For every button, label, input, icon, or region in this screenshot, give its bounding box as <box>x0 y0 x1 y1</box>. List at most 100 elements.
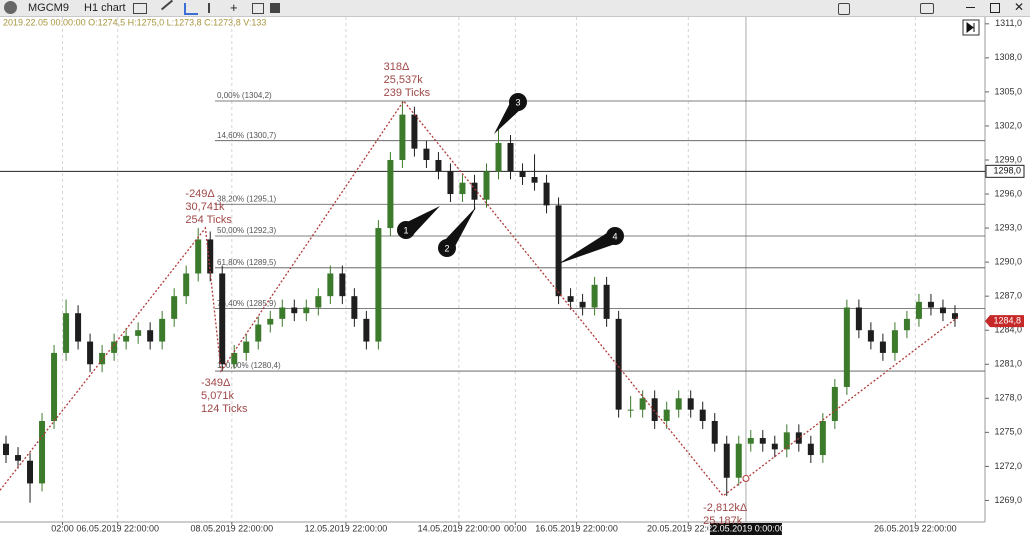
candle-body <box>891 330 898 353</box>
candle-body <box>63 313 70 353</box>
candle-body <box>663 409 670 421</box>
y-tick-label: 1308,0 <box>994 52 1022 62</box>
last-price-box <box>985 315 1024 328</box>
candle-body <box>231 352 238 365</box>
symbol[interactable]: MGCM9 <box>28 2 69 14</box>
x-tick-label: 06.05.2019 22:00:00 <box>76 523 159 533</box>
callout <box>438 239 456 257</box>
candle-body <box>651 398 658 421</box>
candle-body <box>111 341 118 353</box>
zigzag-label: 124 Ticks <box>201 403 248 415</box>
candle-body <box>27 460 34 484</box>
candle-body <box>195 239 202 274</box>
maximize-button[interactable] <box>990 3 1000 13</box>
chart: 2019.22.05 00:00:00 O:1274,5 H:1275,0 L:… <box>0 17 1025 535</box>
zigzag-label: -349Δ <box>201 377 231 389</box>
candle-body <box>327 273 334 297</box>
x-tick-label: 16.05.2019 22:00:00 <box>535 523 618 533</box>
zigzag-label: 25,187k <box>703 515 743 527</box>
candle-body <box>591 284 598 308</box>
candle-body <box>423 148 430 160</box>
candle-body <box>627 409 634 411</box>
y-tick-label: 1293,0 <box>994 222 1022 232</box>
candle-body <box>879 341 886 353</box>
candle-body <box>207 239 214 274</box>
fib-label: 14,60% (1300,7) <box>217 131 276 140</box>
candle-body <box>99 352 106 365</box>
minimize-button[interactable] <box>966 7 975 8</box>
candle-body <box>279 307 286 319</box>
zigzag-line <box>0 99 959 497</box>
callout <box>509 93 527 111</box>
candle-body <box>147 330 154 342</box>
candle-body <box>843 307 850 387</box>
candle-body <box>951 313 958 319</box>
draw-button[interactable] <box>160 0 174 11</box>
x-tick-label: 20.05.2019 22:00:00 <box>647 523 730 533</box>
candle-body <box>939 307 946 314</box>
x-tick-label: 02:00 <box>51 523 74 533</box>
close-button[interactable]: ✕ <box>1014 0 1025 14</box>
candle-body <box>87 341 94 365</box>
candle-body <box>795 432 802 444</box>
candle-body <box>183 273 190 297</box>
candle-body <box>759 438 766 444</box>
candle-body <box>603 284 610 319</box>
x-tick-label: 14.05.2019 22:00:00 <box>418 523 501 533</box>
zigzag-label: 254 Ticks <box>185 214 232 226</box>
callouts: 1 2 3 4 <box>397 93 624 264</box>
candle-body <box>435 159 442 172</box>
candle-body <box>723 443 730 478</box>
save-button[interactable] <box>270 3 280 13</box>
callout-label: 3 <box>515 97 520 107</box>
candle-body <box>375 228 382 342</box>
y-tick-label: 1305,0 <box>994 86 1022 96</box>
zigzag-label: 30,741k <box>185 201 225 213</box>
candle-body <box>15 455 22 461</box>
y-tick-label: 1290,0 <box>994 256 1022 266</box>
zigzag-label: -249Δ <box>185 188 215 200</box>
candle-body <box>75 313 82 342</box>
crosshair-label-box <box>709 523 782 535</box>
candle-body <box>123 335 130 342</box>
y-tick-label: 1311,0 <box>995 18 1022 28</box>
callout-label: 4 <box>612 231 617 241</box>
app-logo[interactable] <box>4 1 17 14</box>
x-tick-label: 26.05.2019 22:00:00 <box>874 523 957 533</box>
candle-body <box>399 114 406 160</box>
timeframe[interactable]: H1 chart <box>84 2 126 14</box>
crosshair-label: 22.05.2019 0:00:00 <box>707 523 785 533</box>
callout <box>606 227 624 245</box>
window-button[interactable] <box>252 3 264 14</box>
y-tick-label: 1296,0 <box>994 188 1022 198</box>
candle-body <box>135 330 142 336</box>
candle-body <box>819 421 826 456</box>
indicator-button[interactable] <box>184 3 198 15</box>
candle-body <box>387 159 394 229</box>
candle-body <box>471 182 478 200</box>
layout-button[interactable] <box>208 3 220 13</box>
screenshot-button[interactable] <box>920 3 934 14</box>
y-tick-label: 1278,0 <box>994 393 1022 403</box>
tools-button[interactable] <box>838 3 850 15</box>
candle-body <box>699 409 706 421</box>
candle-body <box>255 324 262 342</box>
fib-label: 76,40% (1285,9) <box>217 299 276 308</box>
x-tick-label: 08.05.2019 22:00:00 <box>191 523 274 533</box>
candle-body <box>291 307 298 314</box>
add-button[interactable]: + <box>230 0 238 15</box>
candle-body <box>219 273 226 365</box>
callout <box>397 221 415 239</box>
candle-body <box>363 318 370 342</box>
y-tick-label: 1287,0 <box>994 291 1022 301</box>
chart-type-button[interactable] <box>133 3 147 14</box>
candle-body <box>927 301 934 308</box>
candle-body <box>171 296 178 319</box>
fib-label: 50,00% (1292,3) <box>217 226 276 235</box>
candle-body <box>615 318 622 410</box>
zigzag-label: 239 Ticks <box>384 87 431 99</box>
y-tick-label: 1284,0 <box>994 325 1022 335</box>
candle-body <box>51 352 58 421</box>
toolbar: MGCM9 H1 chart + ✕ <box>0 0 1030 17</box>
candle-body <box>579 301 586 308</box>
